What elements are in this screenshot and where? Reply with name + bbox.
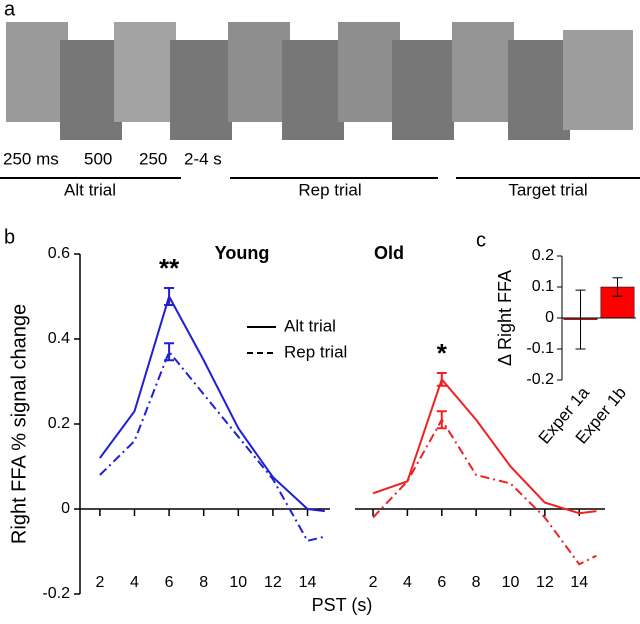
x-tick-label: 6 (437, 574, 446, 591)
legend-label: Rep trial (284, 342, 347, 361)
series-line (99, 293, 325, 513)
face-frame (228, 22, 290, 122)
panel-label: b (4, 226, 15, 248)
y-tick-label: -0.2 (526, 371, 554, 388)
x-tick-label: 8 (199, 574, 208, 591)
x-tick-label: 4 (403, 574, 412, 591)
y-tick-label: 0 (545, 309, 554, 326)
x-tick-label: 10 (229, 574, 247, 591)
panel-title: Young (215, 243, 270, 263)
error-bar (575, 289, 586, 350)
face-frame (6, 22, 68, 122)
blank-frame (60, 40, 122, 140)
error-bar (164, 342, 175, 362)
series-line (99, 349, 326, 543)
x-tick-label: 4 (130, 574, 139, 591)
timing-label: 250 ms (3, 149, 59, 168)
face-frame (114, 22, 176, 122)
y-tick-label: 0.4 (48, 330, 70, 347)
x-tick-label: 10 (502, 574, 520, 591)
legend-label: Alt trial (284, 316, 336, 335)
timing-label: 2-4 s (184, 149, 222, 168)
timing-label: 250 (139, 149, 167, 168)
trial-label: Rep trial (298, 180, 361, 199)
face-frame (338, 22, 400, 122)
x-tick-label: 12 (264, 574, 282, 591)
y-tick-label: 0 (61, 500, 70, 517)
face-frame (452, 22, 514, 122)
x-tick-label: 14 (570, 574, 588, 591)
y-axis-label: Δ Right FFA (495, 270, 515, 366)
error-bar (436, 372, 447, 387)
blank-frame (392, 40, 454, 140)
trial-label: Target trial (508, 180, 587, 199)
panel-title: Old (374, 243, 404, 263)
stimulus-sequence (6, 22, 633, 140)
y-axis-label: Right FFA % signal change (8, 304, 30, 544)
blank-frame (170, 40, 232, 140)
error-bar (164, 287, 175, 306)
x-tick-label: 6 (165, 574, 174, 591)
x-tick-label: 2 (369, 574, 378, 591)
x-tick-label: 14 (299, 574, 317, 591)
face-frame (563, 30, 633, 130)
y-tick-label: -0.2 (42, 585, 70, 602)
y-tick-label: 0.6 (48, 245, 70, 262)
panel-label: a (4, 0, 16, 20)
blank-frame (508, 40, 570, 140)
y-tick-label: 0.2 (532, 247, 554, 264)
series-line (372, 377, 597, 515)
significance: * (437, 338, 448, 368)
trial-label: Alt trial (64, 180, 116, 199)
significance: ** (159, 253, 180, 283)
blank-frame (282, 40, 344, 140)
x-tick-label: 12 (536, 574, 554, 591)
y-tick-label: -0.1 (526, 340, 554, 357)
x-axis-label: PST (s) (312, 595, 373, 615)
x-tick-label: 2 (95, 574, 104, 591)
x-tick-label: 8 (472, 574, 481, 591)
error-bar (436, 410, 447, 430)
panel-label: c (476, 229, 486, 251)
error-bar (612, 277, 623, 297)
y-tick-label: 0.1 (532, 278, 554, 295)
series-line (372, 417, 597, 566)
y-tick-label: 0.2 (48, 415, 70, 432)
timing-label: 500 (84, 149, 112, 168)
